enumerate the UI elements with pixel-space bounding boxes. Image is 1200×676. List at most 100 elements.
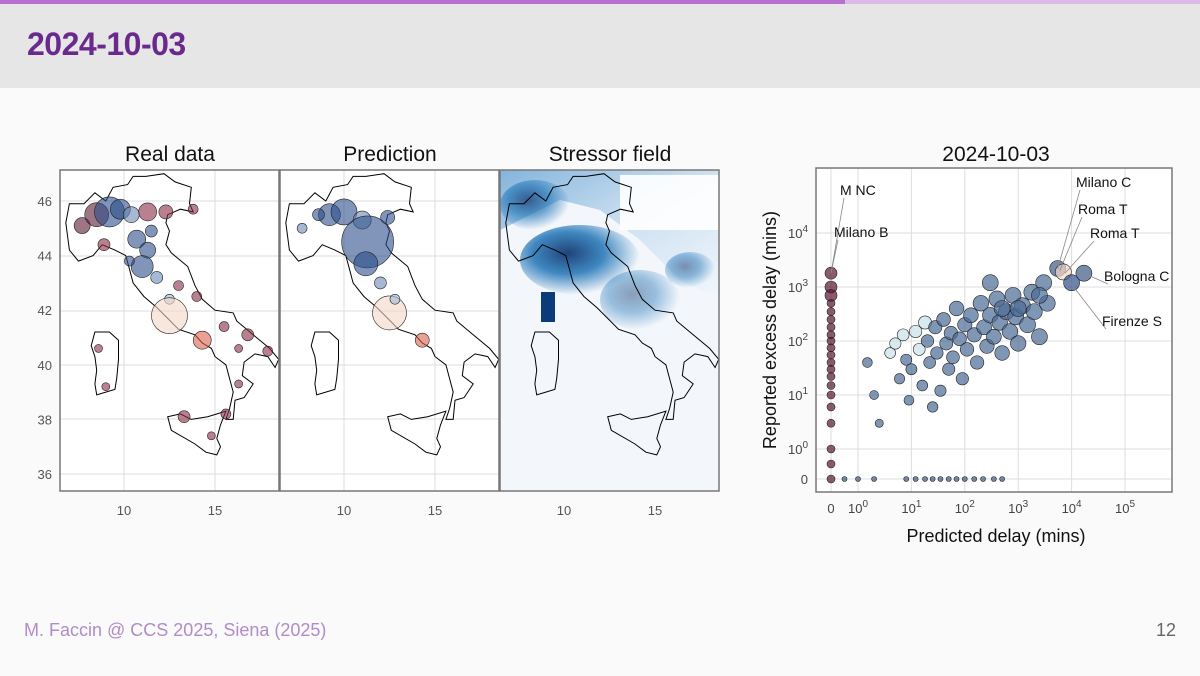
map-x-tick-label: 15 [208, 503, 222, 518]
scatter-annotation-label: Milano C [1076, 174, 1131, 190]
map-station-marker [192, 330, 212, 350]
scatter-point [826, 474, 836, 484]
scatter-point [986, 328, 1002, 345]
map-station-marker [138, 202, 157, 222]
scatter-point [826, 402, 836, 412]
map-station-marker [234, 379, 243, 389]
map-station-marker [150, 271, 164, 284]
scatter-point [826, 459, 836, 469]
annotation-leader [1064, 240, 1095, 274]
scatter-x-tick-label: 103 [1008, 499, 1028, 516]
map-station-marker [101, 382, 111, 391]
map-title-stressor: Stressor field [549, 143, 672, 166]
map-station-marker [177, 410, 191, 423]
scatter-point [896, 328, 910, 342]
scatter-point [826, 298, 836, 308]
scatter-x-tick-label: 0 [827, 501, 834, 516]
scatter-point [955, 372, 969, 386]
sardinia-outline-real [90, 331, 119, 396]
scatter-point [923, 356, 936, 369]
scatter-point [963, 307, 979, 323]
scatter-annotations: M NC Milano B Milano C Roma T Roma T Bologna … [830, 174, 1169, 330]
scatter-points [824, 260, 1093, 484]
scatter-point [981, 274, 999, 292]
annotation-leader [1057, 189, 1081, 269]
italy-outline-stressor [505, 173, 719, 420]
map-x-tick-label: 10 [337, 503, 351, 518]
map-stations-real [73, 196, 274, 441]
annotation-leader [830, 239, 839, 274]
map-station-marker [151, 297, 188, 334]
scatter-point [826, 350, 836, 360]
map-y-tick-label: 38 [38, 412, 52, 427]
scatter-point [1031, 328, 1048, 346]
scatter-x-tick-label: 104 [1062, 499, 1082, 516]
sicily-outline-real [167, 410, 227, 456]
scatter-annotation-label: Bologna C [1104, 268, 1169, 284]
scatter-point [903, 476, 910, 482]
scatter-point [936, 312, 951, 327]
scatter-point [922, 476, 928, 482]
scatter-point [916, 379, 929, 392]
map-panel-real [59, 169, 280, 492]
map-station-marker [191, 291, 203, 302]
scatter-point [826, 418, 836, 428]
scatter-point [970, 355, 985, 370]
scatter-point [927, 401, 939, 413]
map-station-marker [241, 328, 255, 342]
scatter-point [980, 476, 986, 482]
scatter-x-tick-label: 102 [955, 499, 975, 516]
slide-header [0, 4, 1200, 88]
scatter-point [920, 334, 935, 348]
scatter-y-tick-label: 0 [801, 472, 808, 487]
scatter-y-tick-label: 101 [788, 386, 808, 403]
map-station-marker [330, 198, 358, 226]
scatter-point [971, 476, 978, 482]
scatter-point [826, 390, 836, 400]
map-station-marker [234, 344, 243, 353]
scatter-point [826, 307, 836, 316]
scatter-x-tick-label: 105 [1115, 499, 1135, 516]
map-stations-prediction [296, 198, 430, 348]
scatter-point [929, 476, 936, 482]
scatter-point [991, 476, 997, 482]
map-station-marker [374, 276, 387, 290]
map-station-marker [97, 238, 111, 251]
scatter-xlabel: Predicted delay (mins) [906, 526, 1085, 546]
scatter-annotation-label: Roma T [1078, 201, 1128, 217]
map-x-axis: 10 15 10 15 10 15 [117, 503, 662, 518]
scatter-point [999, 476, 1005, 482]
scatter-point [1031, 287, 1048, 304]
map-panel-prediction [279, 169, 500, 492]
scatter-point [826, 343, 836, 353]
scatter-point [826, 315, 836, 324]
scatter-y-tick-label: 103 [788, 278, 808, 295]
map-station-marker [145, 224, 158, 238]
scatter-point [1010, 335, 1027, 352]
map-station-marker [218, 321, 230, 332]
slide-title: 2024-10-03 [27, 26, 186, 62]
scatter-point [826, 444, 836, 454]
scatter-point [1063, 274, 1080, 292]
map-station-marker [94, 344, 103, 353]
scatter-y-tick-label: 100 [788, 440, 808, 457]
scatter-y-axis: 0 100 101 102 103 104 [788, 224, 808, 487]
map-station-marker [312, 208, 325, 221]
scatter-point [869, 390, 879, 400]
scatter-point [946, 350, 960, 364]
map-station-marker [220, 408, 232, 420]
scatter-point [945, 476, 952, 482]
map-station-marker [353, 251, 379, 277]
scatter-point [884, 347, 896, 359]
scatter-point [952, 331, 967, 346]
scatter-point [1001, 323, 1019, 340]
scatter-point [894, 373, 906, 385]
scatter-x-tick-label: 100 [848, 499, 868, 516]
map-station-marker [124, 255, 135, 267]
scatter-point [912, 343, 926, 356]
map-title-real: Real data [125, 143, 215, 166]
scatter-point [855, 476, 861, 482]
scatter-annotation-label: Milano B [834, 224, 888, 240]
italy-outline-real [65, 173, 279, 420]
scatter-point [993, 300, 1011, 317]
